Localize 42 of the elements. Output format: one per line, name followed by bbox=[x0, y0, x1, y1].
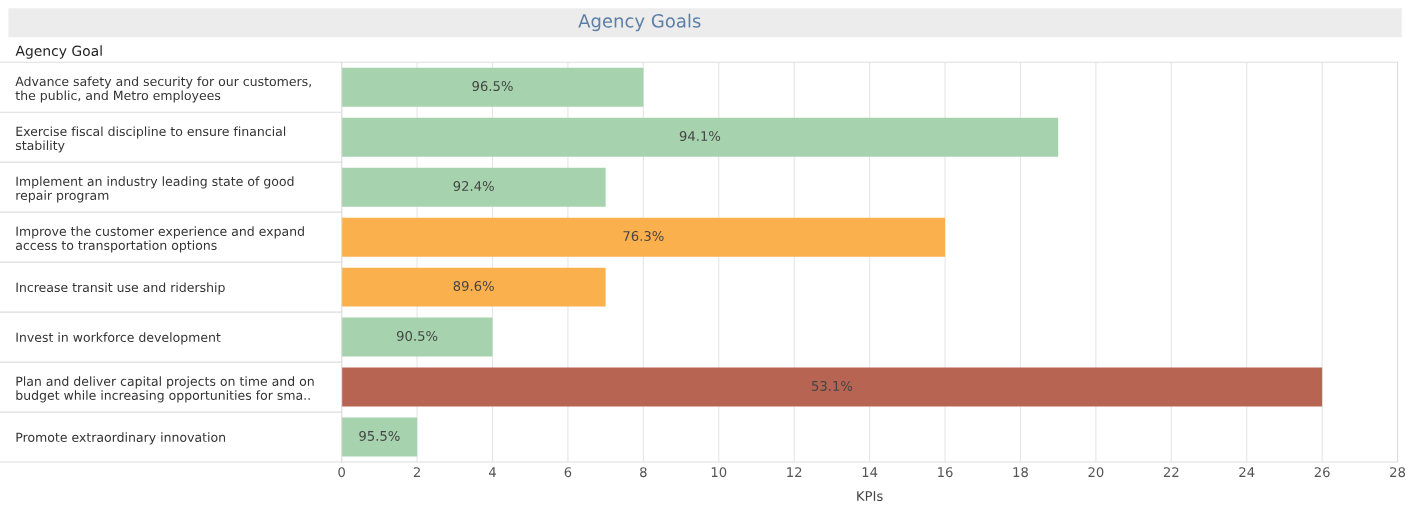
y-tick-label: Increase transit use and ridership bbox=[16, 282, 225, 295]
annotation: 90.5% bbox=[396, 330, 438, 341]
x-tick-label: 18 bbox=[1013, 467, 1028, 478]
x-tick-label: 22 bbox=[1163, 467, 1179, 477]
x-tick-label: 16 bbox=[938, 467, 953, 478]
annotation: 95.5% bbox=[359, 430, 400, 441]
x-tick-label: 0 bbox=[338, 467, 345, 478]
y-tick-label: Plan and deliver capital projects on time and on budget while increasing opportunities for sma.. bbox=[16, 376, 314, 403]
bar bbox=[341, 417, 418, 457]
x-tick-label: 8 bbox=[640, 467, 647, 478]
x-tick-label: 28 bbox=[1390, 467, 1406, 478]
annotation: 96.5% bbox=[472, 81, 513, 92]
x-axis-title: KPIs bbox=[857, 491, 883, 502]
bar bbox=[341, 117, 1059, 157]
x-tick-label: 20 bbox=[1088, 467, 1104, 478]
annotation: 94.1% bbox=[679, 131, 721, 142]
x-tick-label: 4 bbox=[488, 467, 496, 477]
bar bbox=[341, 317, 493, 357]
y-tick-label: Implement an industry leading state of good repair program bbox=[16, 176, 294, 203]
chart-title: Agency Goals bbox=[578, 13, 701, 32]
y-tick-label: Invest in workforce development bbox=[16, 332, 221, 345]
x-tick-label: 2 bbox=[413, 467, 420, 477]
bar bbox=[341, 367, 1323, 407]
annotation: 76.3% bbox=[623, 231, 664, 241]
x-tick-label: 26 bbox=[1314, 467, 1330, 478]
y-axis-title: Agency Goal bbox=[15, 45, 102, 59]
bar bbox=[341, 217, 946, 257]
x-tick-label: 6 bbox=[564, 467, 572, 478]
y-tick-label: Promote extraordinary innovation bbox=[16, 432, 226, 445]
annotation: 92.4% bbox=[453, 181, 494, 191]
y-tick-label: Advance safety and security for our customers, the public, and Metro employees bbox=[15, 76, 311, 103]
annotation: 89.6% bbox=[453, 280, 494, 291]
bar bbox=[341, 167, 606, 207]
x-tick-label: 12 bbox=[787, 467, 802, 477]
y-tick-label: Improve the customer experience and expand access to transportation options bbox=[16, 226, 304, 253]
x-tick-label: 14 bbox=[862, 467, 878, 477]
x-tick-label: 24 bbox=[1239, 467, 1255, 477]
annotation: 53.1% bbox=[811, 380, 853, 391]
bar bbox=[341, 67, 644, 107]
y-tick-label: Exercise fiscal discipline to ensure financial stability bbox=[15, 126, 286, 153]
x-tick-label: 10 bbox=[711, 467, 727, 478]
bar bbox=[341, 267, 606, 307]
